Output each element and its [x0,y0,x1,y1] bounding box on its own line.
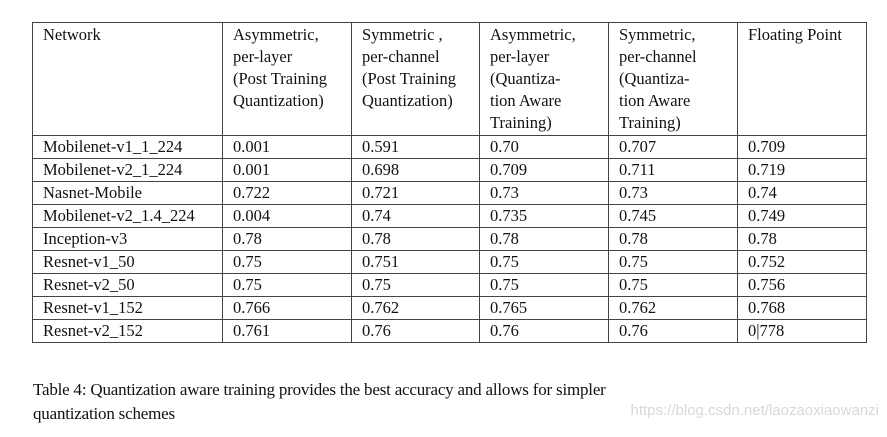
network-name-cell: Inception-v3 [32,227,223,251]
accuracy-cell: 0.749 [737,204,867,228]
header-network: Network [32,22,223,136]
table-row: Resnet-v1_152 0.766 0.762 0.765 0.762 0.768 [32,296,867,320]
table-row: Mobilenet-v2_1_224 0.001 0.698 0.709 0.711 0.… [32,158,867,182]
accuracy-cell: 0.762 [351,296,480,320]
table-row: Resnet-v2_50 0.75 0.75 0.75 0.75 0.756 [32,273,867,297]
accuracy-cell: 0.766 [222,296,352,320]
accuracy-cell: 0.78 [737,227,867,251]
network-name-cell: Mobilenet-v2_1_224 [32,158,223,182]
table-header-row: Network Asymmetric, per-layer (Post Trai… [32,22,867,136]
accuracy-cell: 0.761 [222,319,352,343]
table-caption: Table 4: Quantization aware training pro… [33,378,733,426]
accuracy-cell: 0.698 [351,158,480,182]
table-row: Mobilenet-v2_1.4_224 0.004 0.74 0.735 0.745 0… [32,204,867,228]
accuracy-cell: 0.756 [737,273,867,297]
network-name-cell: Resnet-v2_50 [32,273,223,297]
accuracy-cell: 0.70 [479,135,609,159]
accuracy-cell: 0.76 [351,319,480,343]
caption-line-1: Table 4: Quantization aware training pro… [33,380,606,399]
accuracy-cell: 0.75 [351,273,480,297]
accuracy-cell: 0.73 [479,181,609,205]
caption-line-2: quantization schemes [33,404,175,423]
accuracy-cell: 0.709 [737,135,867,159]
accuracy-cell: 0.001 [222,135,352,159]
network-name-cell: Mobilenet-v1_1_224 [32,135,223,159]
header-sym-ptq: Symmetric , per-channel (Post Training Q… [351,22,480,136]
accuracy-cell: 0.75 [479,273,609,297]
accuracy-cell: 0.76 [608,319,738,343]
accuracy-cell: 0.711 [608,158,738,182]
accuracy-cell: 0.745 [608,204,738,228]
accuracy-cell: 0.75 [222,250,352,274]
accuracy-cell: 0.76 [479,319,609,343]
table-row: Nasnet-Mobile 0.722 0.721 0.73 0.73 0.74 [32,181,867,205]
header-asym-qat: Asymmetric, per-layer (Quantiza- tion Aw… [479,22,609,136]
accuracy-cell: 0.78 [351,227,480,251]
accuracy-cell: 0.707 [608,135,738,159]
accuracy-cell: 0.765 [479,296,609,320]
accuracy-cell: 0.74 [737,181,867,205]
network-name-cell: Resnet-v1_50 [32,250,223,274]
table-row: Resnet-v2_152 0.761 0.76 0.76 0.76 0|778 [32,319,867,343]
accuracy-cell: 0.73 [608,181,738,205]
accuracy-cell: 0.001 [222,158,352,182]
accuracy-cell: 0.752 [737,250,867,274]
accuracy-cell: 0|778 [737,319,867,343]
accuracy-cell: 0.75 [608,250,738,274]
accuracy-cell: 0.721 [351,181,480,205]
results-table: Network Asymmetric, per-layer (Post Trai… [32,22,867,343]
network-name-cell: Mobilenet-v2_1.4_224 [32,204,223,228]
network-name-cell: Resnet-v1_152 [32,296,223,320]
accuracy-cell: 0.75 [479,250,609,274]
table-row: Mobilenet-v1_1_224 0.001 0.591 0.70 0.707 0.7… [32,135,867,159]
table-row: Inception-v3 0.78 0.78 0.78 0.78 0.78 [32,227,867,251]
accuracy-cell: 0.591 [351,135,480,159]
accuracy-cell: 0.004 [222,204,352,228]
accuracy-cell: 0.78 [479,227,609,251]
accuracy-cell: 0.709 [479,158,609,182]
header-sym-qat: Symmetric, per-channel (Quantiza- tion A… [608,22,738,136]
accuracy-cell: 0.762 [608,296,738,320]
accuracy-cell: 0.735 [479,204,609,228]
accuracy-cell: 0.75 [222,273,352,297]
table-body: Mobilenet-v1_1_224 0.001 0.591 0.70 0.707 0.7… [32,135,867,343]
accuracy-cell: 0.768 [737,296,867,320]
table-row: Resnet-v1_50 0.75 0.751 0.75 0.75 0.752 [32,250,867,274]
network-name-cell: Resnet-v2_152 [32,319,223,343]
accuracy-cell: 0.719 [737,158,867,182]
accuracy-cell: 0.751 [351,250,480,274]
accuracy-cell: 0.78 [222,227,352,251]
accuracy-cell: 0.74 [351,204,480,228]
watermark-url: https://blog.csdn.net/laozaoxiaowanzi [630,402,880,419]
accuracy-cell: 0.722 [222,181,352,205]
accuracy-cell: 0.75 [608,273,738,297]
header-asym-ptq: Asymmetric, per-layer (Post Training Qua… [222,22,352,136]
accuracy-cell: 0.78 [608,227,738,251]
header-floating-point: Floating Point [737,22,867,136]
network-name-cell: Nasnet-Mobile [32,181,223,205]
